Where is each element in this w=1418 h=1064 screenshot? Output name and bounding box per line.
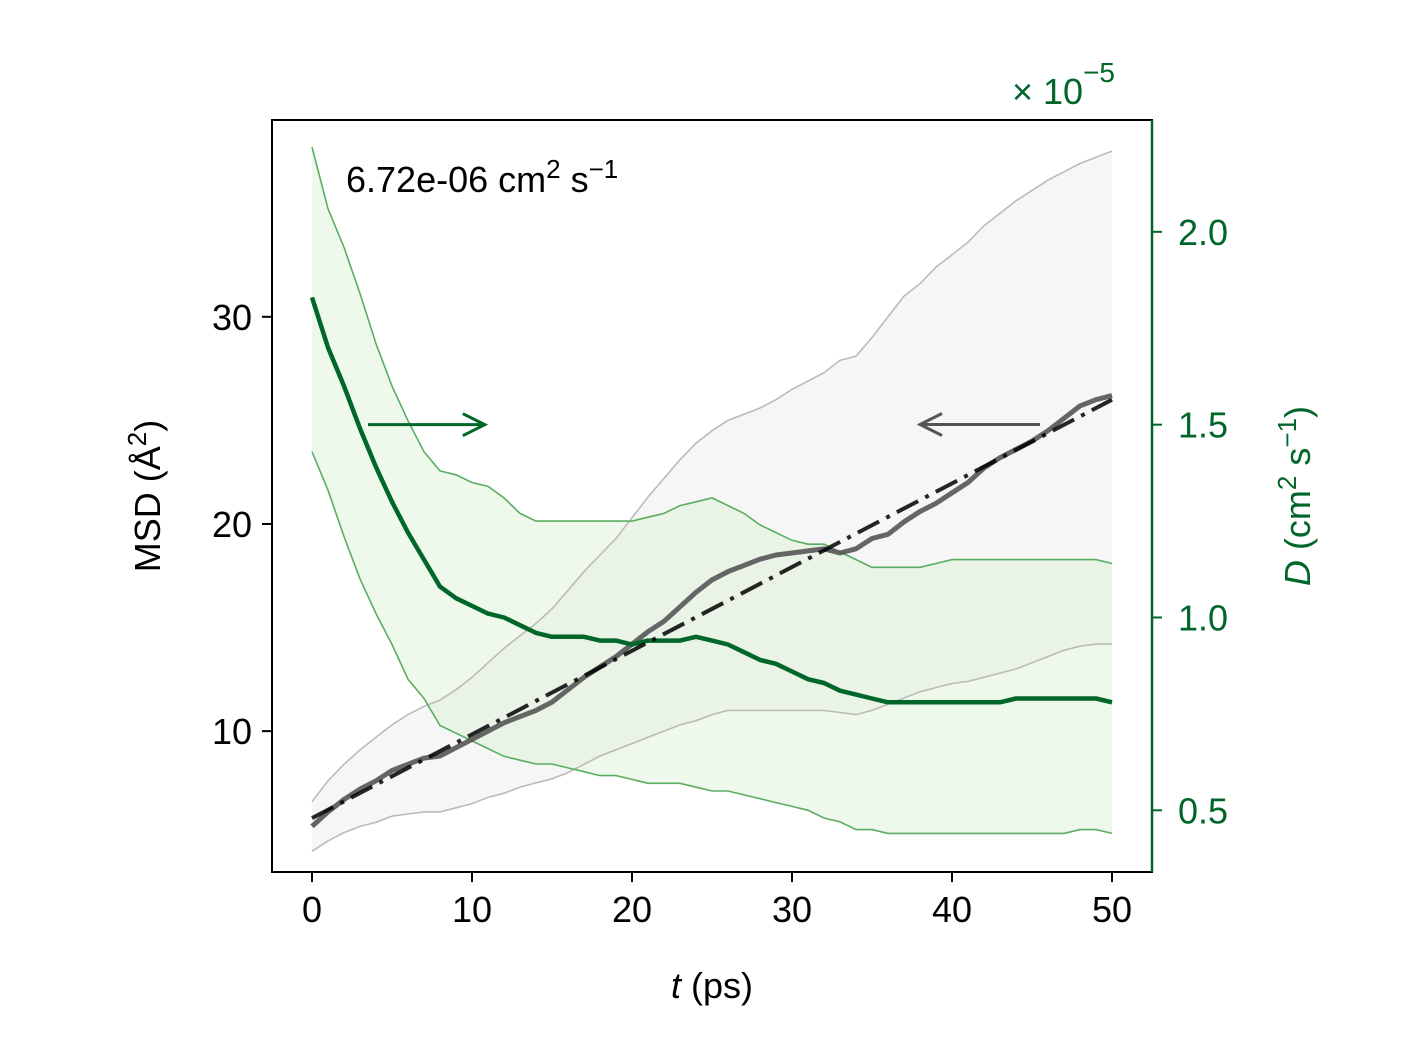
y-right-label-mid: s bbox=[1277, 448, 1318, 476]
annotation-sup-1: 2 bbox=[546, 154, 560, 184]
x-axis-label: t (ps) bbox=[671, 965, 753, 1006]
arrow-head-right bbox=[462, 412, 489, 437]
annotation-mid: s bbox=[561, 159, 589, 200]
diffusion-coefficient-annotation: 6.72e-06 cm2 s−1 bbox=[346, 154, 618, 200]
x-tick-label: 20 bbox=[612, 889, 652, 930]
lines-layer bbox=[309, 146, 1113, 852]
x-tick-label: 30 bbox=[772, 889, 812, 930]
y-right-tick-label: 0.5 bbox=[1178, 790, 1228, 831]
d-upper-bound-line bbox=[311, 146, 1113, 569]
y-left-tick-label: 10 bbox=[212, 711, 252, 752]
bands-layer bbox=[312, 147, 1112, 852]
y-left-axis-ticks: 10 20 30 bbox=[212, 297, 272, 752]
x-axis-ticks: 0 10 20 30 40 50 bbox=[302, 872, 1132, 930]
y-left-label-post: ) bbox=[127, 420, 168, 432]
d-mean-line bbox=[309, 296, 1113, 705]
multiplier-base: × 10 bbox=[1012, 71, 1083, 112]
y-right-axis-ticks: 0.5 1.0 1.5 2.0 bbox=[1152, 212, 1228, 831]
msd-mean-line bbox=[310, 393, 1113, 829]
multiplier-exponent: −5 bbox=[1083, 57, 1115, 88]
y-right-label-var: D bbox=[1277, 560, 1318, 586]
y-right-label-sup-1: 2 bbox=[1272, 476, 1302, 490]
d-confidence-band bbox=[312, 147, 1112, 834]
y-right-label-post: ) bbox=[1277, 406, 1318, 418]
y-left-tick-label: 20 bbox=[212, 504, 252, 545]
x-tick-label: 50 bbox=[1092, 889, 1132, 930]
x-tick-label: 0 bbox=[302, 889, 322, 930]
msd-upper-bound-line bbox=[311, 150, 1113, 803]
arrows-layer bbox=[368, 412, 1040, 437]
x-tick-label: 40 bbox=[932, 889, 972, 930]
x-tick-label: 10 bbox=[452, 889, 492, 930]
y-left-axis-label: MSD (Å2) bbox=[122, 420, 168, 572]
right-axis-multiplier: × 10−5 bbox=[1012, 57, 1115, 112]
arrow-head-left bbox=[916, 412, 943, 437]
msd-lower-bound-line bbox=[311, 643, 1112, 852]
y-right-axis-label: D (cm2 s−1) bbox=[1272, 406, 1318, 586]
x-axis-var: t bbox=[671, 965, 683, 1006]
y-left-label-pre: MSD (Å bbox=[127, 446, 168, 572]
y-right-label-sup-2: −1 bbox=[1272, 418, 1302, 448]
y-right-label-pre: (cm bbox=[1277, 490, 1318, 560]
y-left-tick-label: 30 bbox=[212, 297, 252, 338]
y-right-tick-label: 1.0 bbox=[1178, 597, 1228, 638]
msd-confidence-band bbox=[312, 151, 1112, 852]
d-lower-bound-line bbox=[311, 451, 1113, 835]
y-right-tick-label: 2.0 bbox=[1178, 212, 1228, 253]
annotation-base: 6.72e-06 cm bbox=[346, 159, 546, 200]
y-right-tick-label: 1.5 bbox=[1178, 405, 1228, 446]
linear-fit-line bbox=[311, 397, 1113, 820]
y-left-label-sup: 2 bbox=[122, 432, 152, 446]
x-axis-unit: (ps) bbox=[681, 965, 753, 1006]
annotation-sup-2: −1 bbox=[589, 154, 619, 184]
